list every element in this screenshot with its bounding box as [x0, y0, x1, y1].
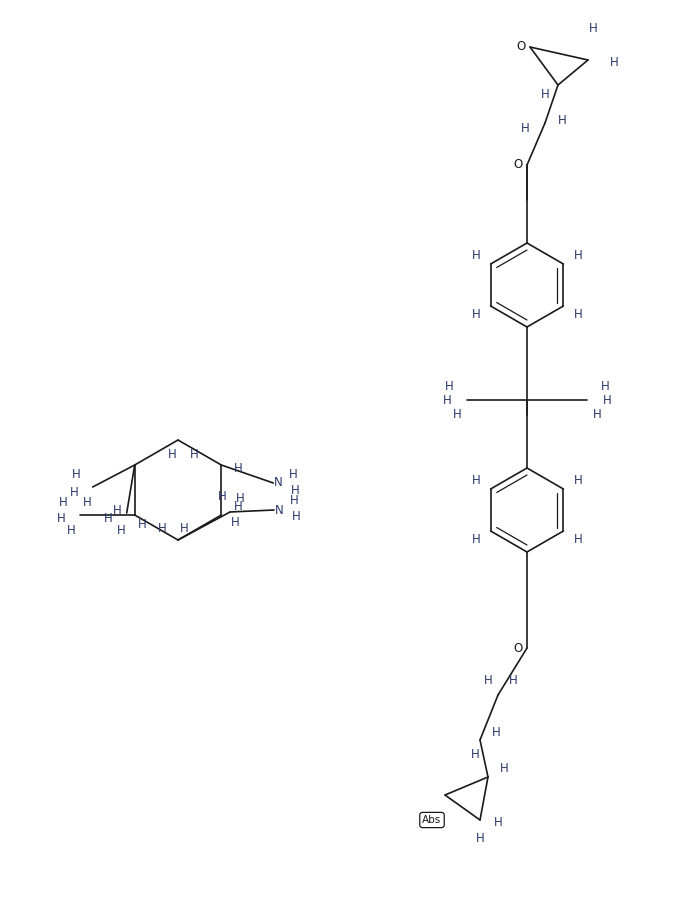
Text: H: H	[558, 113, 567, 126]
Text: H: H	[471, 533, 480, 546]
Text: H: H	[603, 393, 612, 406]
Text: H: H	[231, 515, 240, 529]
Text: H: H	[601, 380, 609, 393]
Text: N: N	[274, 503, 283, 516]
Text: H: H	[588, 21, 597, 35]
Text: H: H	[541, 89, 550, 102]
Text: H: H	[157, 522, 166, 535]
Text: H: H	[521, 122, 529, 135]
Text: H: H	[117, 524, 126, 537]
Text: H: H	[72, 468, 81, 481]
Text: H: H	[289, 494, 298, 508]
Text: H: H	[218, 490, 226, 503]
Text: H: H	[492, 726, 501, 738]
Text: H: H	[236, 492, 244, 505]
Text: O: O	[513, 158, 522, 171]
Text: H: H	[445, 380, 454, 393]
Text: H: H	[471, 474, 480, 487]
Text: H: H	[70, 486, 79, 499]
Text: H: H	[289, 468, 298, 480]
Text: H: H	[509, 674, 518, 687]
Text: H: H	[138, 519, 147, 532]
Text: H: H	[57, 511, 66, 524]
Text: H: H	[234, 462, 242, 476]
Text: H: H	[113, 503, 122, 516]
Text: H: H	[83, 497, 92, 510]
Text: H: H	[189, 448, 198, 461]
Text: H: H	[453, 407, 461, 421]
Text: H: H	[104, 511, 113, 524]
Text: H: H	[67, 524, 76, 537]
Text: H: H	[573, 474, 582, 487]
Text: H: H	[168, 448, 176, 461]
Text: H: H	[59, 496, 68, 509]
Text: H: H	[484, 674, 492, 687]
Text: H: H	[592, 407, 601, 421]
Text: O: O	[513, 641, 522, 654]
Text: H: H	[234, 500, 242, 512]
Text: H: H	[475, 832, 484, 845]
Text: H: H	[291, 483, 300, 497]
Text: H: H	[471, 308, 480, 321]
Text: O: O	[516, 39, 526, 52]
Text: H: H	[443, 393, 452, 406]
Text: H: H	[471, 748, 479, 760]
Text: H: H	[291, 511, 300, 523]
Text: N: N	[274, 477, 283, 490]
Text: H: H	[573, 533, 582, 546]
Text: H: H	[494, 815, 503, 828]
Text: Abs: Abs	[422, 815, 441, 825]
Text: H: H	[573, 249, 582, 262]
Text: H: H	[471, 249, 480, 262]
Text: H: H	[180, 522, 189, 534]
Text: H: H	[500, 762, 509, 776]
Text: H: H	[609, 56, 618, 69]
Text: H: H	[573, 308, 582, 321]
